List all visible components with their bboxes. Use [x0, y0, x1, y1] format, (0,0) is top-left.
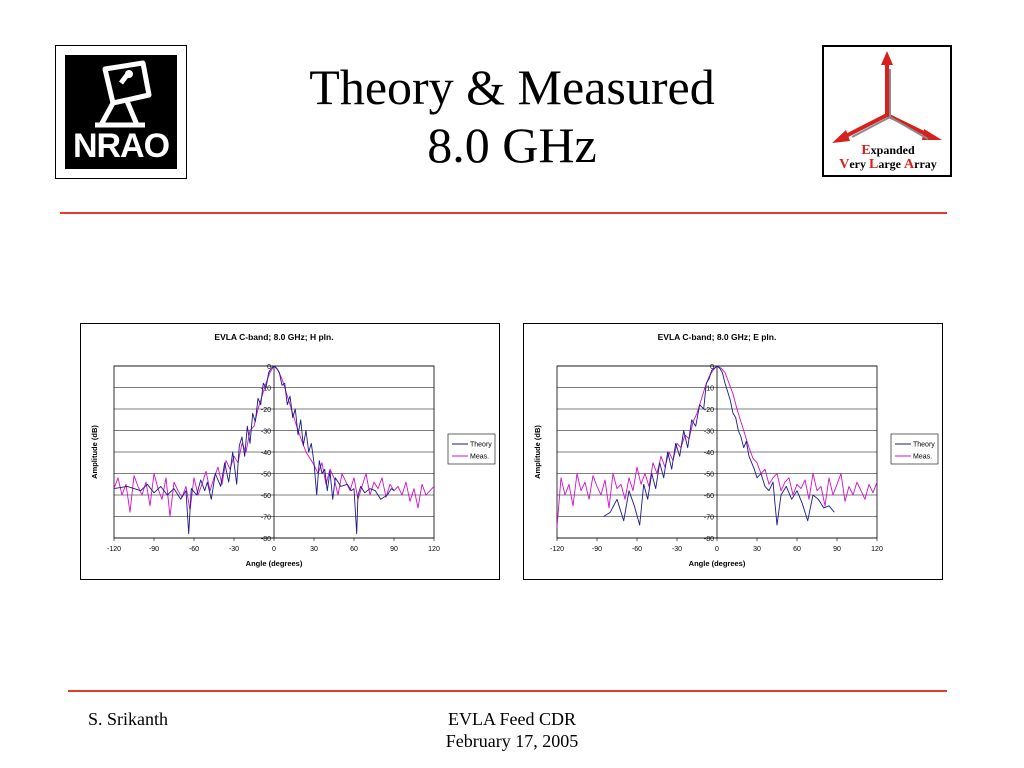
x-tick-label: 0 — [715, 546, 719, 553]
legend-box — [890, 433, 939, 465]
x-tick-label: -90 — [149, 546, 159, 553]
y-tick-label: -30 — [704, 429, 714, 436]
y-tick-label: -10 — [704, 386, 714, 393]
x-axis-label: Angle (degrees) — [246, 559, 303, 568]
y-tick-label: -50 — [704, 472, 714, 479]
y-tick-label: 0 — [267, 364, 271, 371]
x-tick-label: 90 — [833, 546, 841, 553]
x-tick-label: -60 — [189, 546, 199, 553]
x-tick-label: -120 — [550, 546, 564, 553]
series-line-theory — [603, 365, 835, 526]
nrao-dish-logo-icon — [95, 60, 152, 128]
x-tick-label: 120 — [871, 546, 883, 553]
evla-logo-line1: Expanded — [861, 143, 915, 158]
chart-h-plane: EVLA C-band; 8.0 GHz; H pln. 0 -10 -20 -30 -4… — [80, 323, 500, 580]
chart-e-plane: EVLA C-band; 8.0 GHz; E pln. 0 -10 -20 -30 -4… — [523, 323, 943, 580]
series-line-theory — [113, 365, 395, 535]
footer-center: EVLA Feed CDR February 17, 2005 — [410, 708, 614, 752]
x-tick-label: 30 — [310, 546, 318, 553]
legend-entry: Meas. — [470, 454, 489, 461]
x-tick-label: -30 — [672, 546, 682, 553]
x-tick-label: 120 — [428, 546, 440, 553]
chart-title: EVLA C-band; 8.0 GHz; E pln. — [658, 332, 777, 342]
x-tick-label: -60 — [632, 546, 642, 553]
y-axis-label: Amplitude (dB) — [533, 425, 542, 479]
y-tick-label: -80 — [704, 536, 714, 543]
y-tick-label: -40 — [704, 450, 714, 457]
evla-tripod-arrows-logo-icon — [832, 51, 942, 143]
y-tick-label: -60 — [261, 493, 271, 500]
slide-title-line1: Theory & Measured — [309, 59, 715, 115]
legend-entry: Theory — [470, 442, 492, 449]
y-tick-label: -70 — [261, 515, 271, 522]
y-tick-label: -30 — [261, 429, 271, 436]
y-tick-label: -70 — [704, 515, 714, 522]
y-tick-label: -20 — [261, 407, 271, 414]
footer-author: S. Srikanth — [88, 709, 169, 729]
footer-divider — [68, 690, 947, 692]
y-tick-label: -20 — [704, 407, 714, 414]
nrao-logo-text: NRAO — [72, 127, 170, 165]
x-tick-label: -30 — [229, 546, 239, 553]
slide-title: Theory & Measured 8.0 GHz — [230, 58, 794, 174]
y-tick-label: -50 — [261, 472, 271, 479]
chart-h-plane-svg: EVLA C-band; 8.0 GHz; H pln. 0 -10 -20 -30 -4… — [90, 332, 496, 568]
legend-entry: Meas. — [913, 454, 932, 461]
footer-date: February 17, 2005 — [445, 731, 579, 751]
chart-e-plane-svg: EVLA C-band; 8.0 GHz; E pln. 0 -10 -20 -30 -4… — [533, 332, 939, 568]
x-tick-label: -120 — [107, 546, 121, 553]
x-tick-label: 30 — [753, 546, 761, 553]
x-axis-label: Angle (degrees) — [689, 559, 746, 568]
chart-title: EVLA C-band; 8.0 GHz; H pln. — [214, 332, 333, 342]
evla-logo-line2: Very Large Array — [839, 157, 937, 172]
evla-logo: Expanded Very Large Array — [822, 45, 952, 177]
header-divider — [60, 212, 947, 214]
x-tick-label: 60 — [350, 546, 358, 553]
y-tick-label: -80 — [261, 536, 271, 543]
y-tick-label: -10 — [261, 386, 271, 393]
x-tick-label: 60 — [793, 546, 801, 553]
footer-event: EVLA Feed CDR — [448, 709, 576, 729]
legend-box — [447, 433, 496, 465]
nrao-logo: NRAO — [55, 45, 187, 179]
x-tick-label: 0 — [272, 546, 276, 553]
y-tick-label: 0 — [710, 364, 714, 371]
y-axis-label: Amplitude (dB) — [90, 425, 99, 479]
slide-title-line2: 8.0 GHz — [427, 117, 597, 173]
legend-entry: Theory — [913, 442, 935, 449]
y-tick-label: -60 — [704, 493, 714, 500]
x-tick-label: -90 — [592, 546, 602, 553]
y-tick-label: -40 — [261, 450, 271, 457]
x-tick-label: 90 — [390, 546, 398, 553]
